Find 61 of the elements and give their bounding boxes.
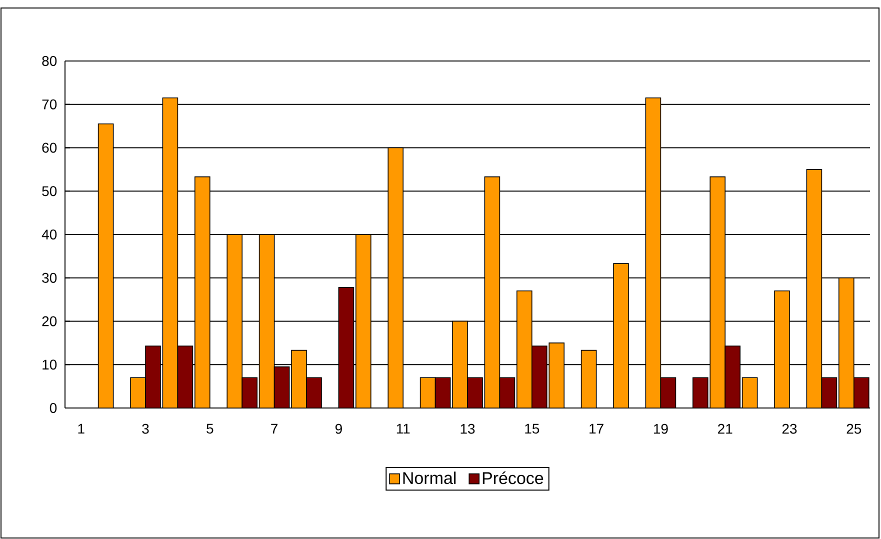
bar (452, 320, 468, 408)
bar (338, 287, 354, 408)
x-tick-label: 25 (846, 424, 862, 434)
bar (724, 346, 740, 408)
bar (162, 97, 178, 408)
bar (821, 377, 838, 408)
bar (177, 346, 194, 408)
x-tick-label: 7 (271, 424, 278, 434)
bar (580, 350, 597, 408)
y-tick-label: 20 (42, 316, 57, 326)
x-tick-label: 23 (782, 424, 797, 434)
bar (613, 263, 629, 408)
bar (484, 176, 500, 408)
bar (645, 97, 662, 408)
bar (356, 234, 372, 408)
bar (467, 377, 483, 408)
bar (388, 147, 404, 408)
x-tick-label: 9 (335, 424, 342, 434)
bar (130, 377, 146, 408)
bar (806, 169, 822, 408)
y-tick-label: 80 (42, 56, 57, 66)
bar (838, 277, 854, 408)
x-tick-label: 19 (654, 424, 668, 434)
bar (774, 290, 790, 408)
x-tick-label: 21 (718, 424, 732, 434)
bar (258, 234, 275, 408)
legend-label: Normal (403, 472, 456, 484)
x-tick-label: 3 (142, 424, 149, 434)
bar (291, 350, 307, 408)
x-tick-label: 17 (590, 424, 604, 434)
bar (194, 176, 210, 408)
bar (692, 377, 708, 408)
x-tick-label: 15 (525, 424, 540, 434)
bar (660, 377, 676, 408)
bar (710, 176, 726, 408)
bar (98, 123, 114, 408)
legend-label: Précoce (482, 471, 544, 484)
x-tick-label: 11 (396, 424, 410, 434)
bar (306, 377, 322, 408)
x-tick-label: 13 (460, 424, 475, 434)
bar (145, 346, 161, 408)
y-tick-label: 70 (42, 99, 57, 110)
bar (226, 234, 243, 408)
bar (500, 378, 515, 408)
y-tick-label: 10 (42, 360, 57, 370)
bar (242, 377, 258, 408)
bar (532, 346, 548, 408)
bar (434, 377, 451, 408)
bar (516, 290, 532, 408)
bar (274, 366, 290, 408)
y-tick-label: 40 (42, 230, 57, 240)
y-tick-label: 50 (42, 186, 57, 196)
bar (420, 377, 436, 408)
y-tick-label: 60 (42, 142, 57, 153)
x-tick-label: 1 (78, 424, 84, 434)
bar (854, 377, 870, 408)
bar (548, 342, 564, 408)
y-tick-label: 0 (50, 403, 57, 413)
bar (742, 377, 758, 408)
x-tick-label: 5 (206, 424, 214, 434)
y-tick-label: 30 (42, 272, 57, 283)
